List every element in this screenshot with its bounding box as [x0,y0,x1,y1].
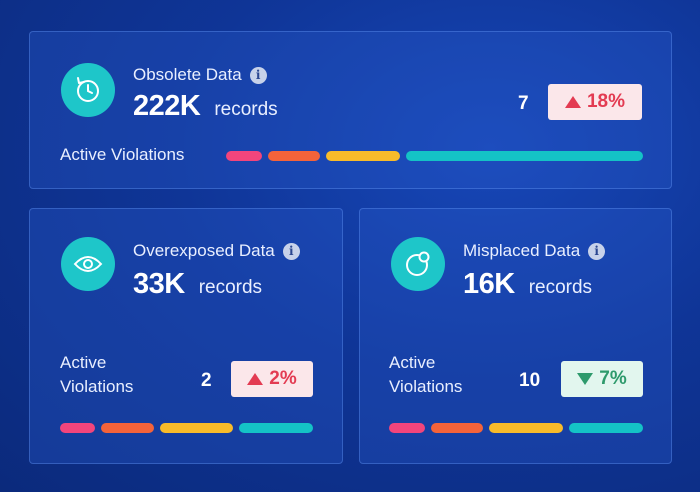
bar-segment-orange [101,423,154,433]
change-badge: 2% [231,361,313,397]
info-icon[interactable]: i [249,66,267,84]
card-title: Overexposed Data i [133,241,300,261]
arrow-up-icon [564,96,581,108]
violations-label: Active Violations [60,145,185,164]
eye-icon [61,237,115,291]
violations-count: 7 [518,93,529,114]
info-icon[interactable]: i [282,242,300,260]
violations-label: Active Violations [60,353,134,396]
violations-bar [389,423,643,433]
bar-segment-teal [569,423,643,433]
bar-segment-pink [226,151,262,161]
clock-history-icon [61,63,115,117]
overexposed-data-card[interactable]: Overexposed Data i 33K records Active Vi… [29,208,343,464]
violations-bar [226,151,643,161]
violations-count: 10 [519,370,541,391]
record-count: 33K records [133,268,263,300]
change-badge: 7% [561,361,643,397]
change-badge: 18% [548,84,642,120]
record-count: 222K records [133,90,278,122]
bar-segment-teal [406,151,643,161]
violations-count: 2 [201,370,212,391]
bar-segment-teal [239,423,313,433]
card-title: Obsolete Data i [133,65,267,85]
bar-segment-yellow [326,151,400,161]
violations-label: Active Violations [389,353,463,396]
arrow-down-icon [577,373,594,385]
info-icon[interactable]: i [588,242,606,260]
arrow-up-icon [247,373,264,385]
bar-segment-pink [389,423,425,433]
record-count: 16K records [463,268,593,300]
obsolete-data-card[interactable]: Obsolete Data i 222K records 7 18% Activ… [29,31,672,189]
bar-segment-yellow [489,423,563,433]
bar-segment-orange [431,423,483,433]
misplaced-circle-icon [391,237,445,291]
bar-segment-pink [60,423,95,433]
bar-segment-orange [268,151,320,161]
card-title: Misplaced Data i [463,241,606,261]
misplaced-data-card[interactable]: Misplaced Data i 16K records Active Viol… [359,208,672,464]
violations-bar [60,423,313,433]
bar-segment-yellow [160,423,233,433]
